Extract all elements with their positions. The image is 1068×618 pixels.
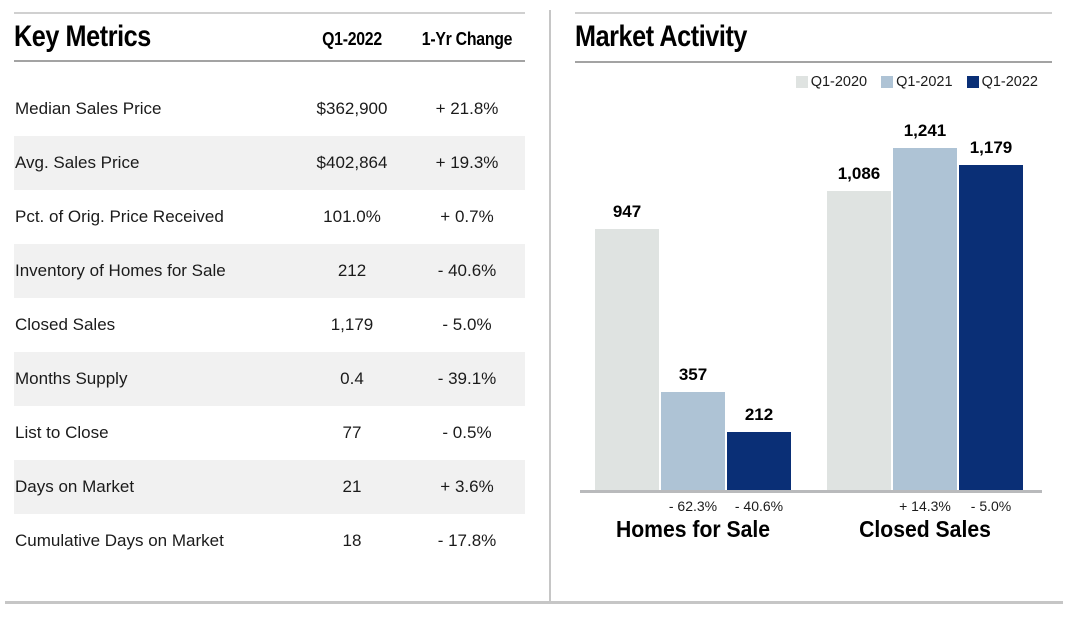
legend-item: Q1-2021 [881,74,953,90]
metric-change: + 0.7% [440,207,494,226]
metric-label: Inventory of Homes for Sale [15,261,226,280]
bar-change-label: + 14.3% [899,498,951,514]
metric-change: - 40.6% [437,261,497,280]
top-rule-left [14,12,525,14]
metric-label: Months Supply [15,369,128,388]
group-label: Closed Sales [859,516,991,542]
legend-label: Q1-2020 [810,74,868,90]
header-rule-right [575,61,1052,63]
legend-item: Q1-2020 [795,74,868,90]
legend-label: Q1-2021 [896,74,953,90]
table-row: Cumulative Days on Market 18 - 17.8% [14,514,525,568]
metric-change: - 0.5% [442,423,492,442]
chart-legend: Q1-2020 Q1-2021 Q1-2022 [795,74,1038,90]
chart-plot: 947 357 - 62.3% 212 - 40.6% Homes for Sale 1,0… [575,0,1052,618]
metric-change: + 21.8% [435,99,499,118]
table-row: List to Close 77 - 0.5% [14,406,525,460]
legend-label: Q1-2022 [981,74,1038,90]
bar-closed-sales-q1-2021 [893,148,957,490]
legend-swatch-icon [881,76,894,88]
bar-closed-sales-q1-2022 [959,165,1023,490]
column-header-quarter: Q1-2022 [322,29,382,49]
bar-homes-for-sale-q1-2021 [661,392,725,490]
legend-swatch-icon [795,76,808,88]
group-label: Homes for Sale [615,516,771,542]
metric-value: 0.4 [340,369,364,388]
header-rule-left [14,60,525,62]
bar-closed-sales-q1-2020 [827,191,891,490]
table-row: Median Sales Price $362,900 + 21.8% [14,82,525,136]
metric-value: 77 [342,423,362,442]
bar-value-label: 947 [612,202,642,221]
metric-change: + 3.6% [440,477,494,496]
metric-value: $402,864 [316,153,388,172]
bar-value-label: 357 [678,365,708,384]
metric-label: Median Sales Price [15,99,162,118]
bar-value-label: 1,241 [903,121,947,140]
metric-value: 18 [342,531,362,550]
legend-item: Q1-2022 [966,74,1038,90]
bar-value-label: 1,179 [969,138,1013,157]
metric-label: Pct. of Orig. Price Received [15,207,224,226]
table-row: Pct. of Orig. Price Received 101.0% + 0.7% [14,190,525,244]
bar-value-label: 1,086 [837,164,881,183]
table-row: Inventory of Homes for Sale 212 - 40.6% [14,244,525,298]
metric-label: Days on Market [15,477,135,496]
metric-label: Avg. Sales Price [15,153,140,172]
column-header-change: 1-Yr Change [421,29,513,49]
bar-homes-for-sale-q1-2022 [727,432,791,490]
bar-change-label: - 5.0% [970,498,1012,514]
metric-value: 21 [342,477,362,496]
table-row: Months Supply 0.4 - 39.1% [14,352,525,406]
key-metrics-panel: Key Metrics Q1-2022 1-Yr Change Median S… [14,0,525,618]
metric-change: + 19.3% [435,153,499,172]
market-activity-title: Market Activity [575,20,748,53]
metric-change: - 39.1% [437,369,497,388]
market-activity-panel: Market Activity Q1-2020 Q1-2021 Q1-2022 94… [575,0,1052,618]
bottom-rule [5,601,1063,604]
panel-divider [549,10,551,603]
metric-label: Cumulative Days on Market [15,531,224,550]
metric-value: 1,179 [330,315,374,334]
metric-label: List to Close [15,423,109,442]
metrics-table: Median Sales Price $362,900 + 21.8% Avg. Sa… [14,82,525,568]
table-row: Avg. Sales Price $402,864 + 19.3% [14,136,525,190]
metric-change: - 5.0% [442,315,492,334]
metric-value: 101.0% [323,207,381,226]
bar-value-label: 212 [744,405,774,424]
table-row: Closed Sales 1,179 - 5.0% [14,298,525,352]
x-axis-line [580,490,1042,493]
metric-change: - 17.8% [437,531,497,550]
metric-label: Closed Sales [15,315,116,334]
top-rule-right [575,12,1052,14]
table-row: Days on Market 21 + 3.6% [14,460,525,514]
metric-value: $362,900 [316,99,388,118]
bar-change-label: - 62.3% [668,498,718,514]
bar-homes-for-sale-q1-2020 [595,229,659,490]
legend-swatch-icon [966,76,979,88]
metric-value: 212 [337,261,367,280]
bar-change-label: - 40.6% [734,498,784,514]
key-metrics-title: Key Metrics [14,20,151,53]
